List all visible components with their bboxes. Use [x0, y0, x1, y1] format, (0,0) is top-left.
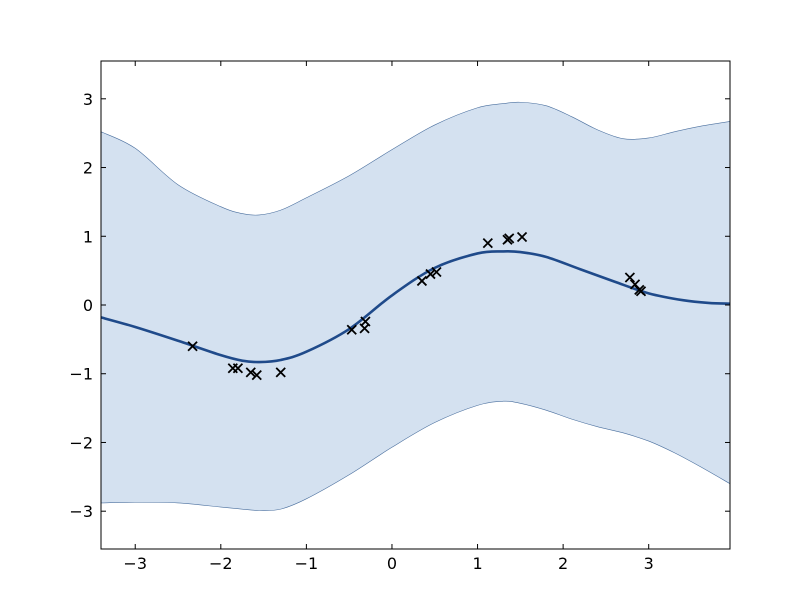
observation-point: [504, 233, 515, 244]
x-tick-label: 3: [644, 554, 654, 573]
y-tick-label: −3: [69, 502, 93, 521]
observation-point: [624, 272, 636, 283]
y-tick-label: 1: [83, 227, 93, 246]
y-tick-label: −2: [69, 433, 93, 452]
x-tick-label: −3: [123, 554, 147, 573]
observation-point: [482, 238, 493, 249]
y-tick-label: 3: [83, 90, 93, 109]
observation-points: [187, 231, 647, 381]
observation-point: [360, 316, 371, 327]
y-tick-label: −1: [69, 365, 93, 384]
observation-point: [187, 341, 198, 352]
plot-area: [100, 101, 731, 511]
x-tick-label: −1: [295, 554, 319, 573]
observation-point: [346, 324, 357, 335]
observation-point: [635, 286, 647, 297]
x-tick-label: 1: [472, 554, 482, 573]
observation-point: [416, 275, 428, 287]
y-tick-label: 2: [83, 159, 93, 178]
confidence-band: [100, 101, 731, 511]
observation-point: [251, 369, 262, 381]
observation-point: [232, 363, 244, 374]
y-tick-label: 0: [83, 296, 93, 315]
x-tick-label: 2: [558, 554, 568, 573]
observation-point: [516, 231, 528, 243]
x-tick-label: 0: [387, 554, 397, 573]
observation-point: [245, 367, 256, 378]
observation-point: [425, 268, 436, 280]
y-axis-ticks: −3 −2 −1 0 1 2 3: [69, 90, 730, 521]
observation-point: [431, 266, 442, 278]
x-axis-ticks: −3 −2 −1 0 1 2 3: [123, 61, 654, 573]
x-tick-label: −2: [209, 554, 233, 573]
observation-point: [275, 367, 286, 378]
